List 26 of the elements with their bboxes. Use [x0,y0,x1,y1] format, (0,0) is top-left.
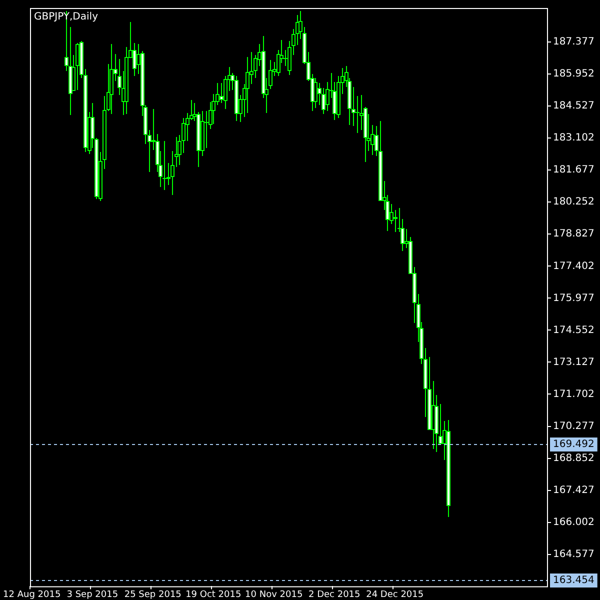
x-tick-label: 10 Nov 2015 [245,590,303,600]
y-tick-label: 187.377 [553,36,594,48]
x-tick-label: 3 Sep 2015 [66,590,118,600]
y-tick-label: 171.702 [553,388,594,400]
y-tick-label: 177.402 [553,260,594,272]
y-tick-label: 178.827 [553,228,594,240]
x-tick-label: 25 Sep 2015 [124,590,182,600]
y-tick-label: 175.977 [553,292,594,304]
ref-line-label: 169.492 [553,439,594,450]
y-tick-label: 167.427 [553,484,594,496]
y-tick-label: 181.677 [553,164,594,176]
y-tick-label: 183.102 [553,132,594,144]
y-tick-label: 180.252 [553,196,594,208]
y-tick-label: 174.552 [553,324,594,336]
y-tick-label: 166.002 [553,516,594,528]
x-tick-label: 2 Dec 2015 [308,590,360,600]
y-tick-label: 170.277 [553,420,594,432]
y-tick-label: 185.952 [553,68,594,80]
y-tick-label: 164.577 [553,548,594,560]
y-tick-label: 184.527 [553,100,594,112]
ref-line-label: 163.454 [553,575,594,586]
y-tick-label: 173.127 [553,356,594,368]
x-tick-label: 24 Dec 2015 [366,590,424,600]
x-tick-label: 19 Oct 2015 [186,590,242,600]
x-tick-label: 12 Aug 2015 [3,590,61,600]
y-tick-label: 168.852 [553,452,594,464]
